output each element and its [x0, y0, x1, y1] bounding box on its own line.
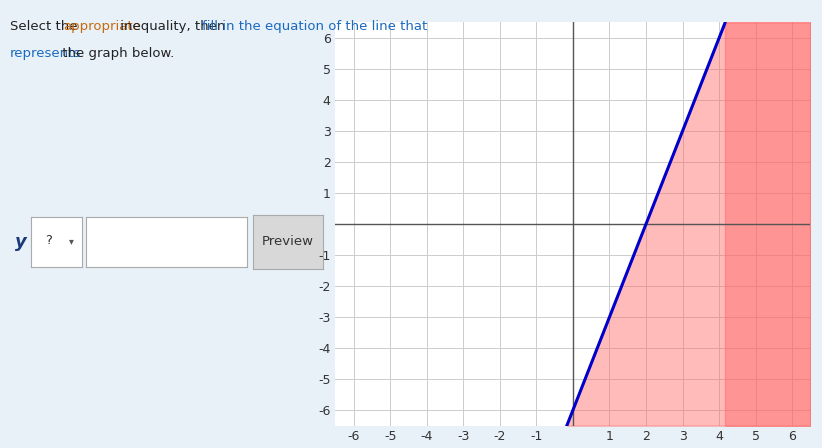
Text: Select the: Select the — [10, 20, 81, 33]
Text: the graph below.: the graph below. — [58, 47, 174, 60]
Text: Preview: Preview — [262, 235, 314, 249]
Text: inequality, then: inequality, then — [116, 20, 229, 33]
Text: fill in the equation of the line that: fill in the equation of the line that — [202, 20, 427, 33]
Text: ?: ? — [45, 234, 53, 247]
Text: ▾: ▾ — [68, 236, 73, 246]
Text: y: y — [15, 233, 26, 251]
Text: appropriate: appropriate — [62, 20, 141, 33]
Text: represents: represents — [10, 47, 81, 60]
